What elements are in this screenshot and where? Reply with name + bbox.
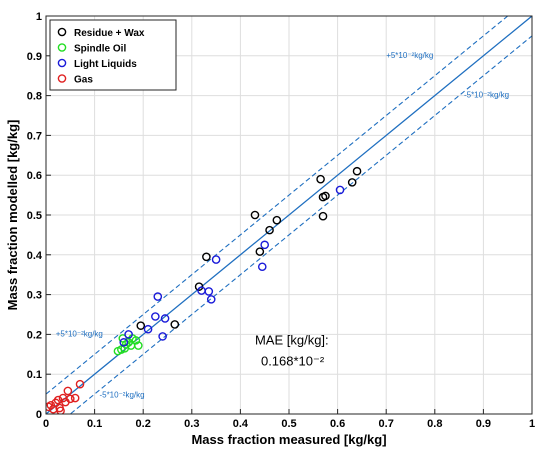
- y-tick-label: 0.6: [27, 170, 42, 182]
- data-point: [66, 394, 75, 404]
- x-tick-label: 0.3: [184, 418, 199, 430]
- legend-marker: [57, 27, 67, 37]
- y-tick-label: 0.9: [27, 51, 42, 63]
- y-tick-label: 0.2: [27, 329, 42, 341]
- data-point: [160, 314, 170, 323]
- data-point: [75, 379, 85, 389]
- upper-band-line: [46, 16, 509, 395]
- data-point: [272, 215, 282, 225]
- data-point: [119, 338, 129, 347]
- data-point: [70, 393, 80, 403]
- y-tick-label: 0.3: [27, 290, 42, 302]
- plot-content: [46, 16, 532, 414]
- y-tick-label: 0: [36, 409, 42, 421]
- data-point: [347, 178, 357, 187]
- band-label: -5*10⁻²kg/kg: [99, 390, 144, 399]
- legend-marker: [57, 58, 67, 68]
- data-point: [257, 262, 267, 272]
- x-tick-label: 0.8: [427, 418, 442, 430]
- data-point: [134, 341, 143, 350]
- x-tick-label: 0.9: [476, 418, 491, 430]
- mae-label: MAE [kg/kg]:: [255, 332, 329, 347]
- x-tick-label: 0.2: [136, 418, 151, 430]
- data-point: [211, 255, 221, 264]
- data-point: [153, 292, 163, 301]
- data-point: [151, 312, 160, 321]
- lower-band-line: [69, 35, 532, 414]
- data-point: [202, 252, 211, 262]
- y-tick-label: 0.7: [27, 130, 42, 142]
- data-point: [335, 185, 345, 195]
- x-tick-label: 0.6: [330, 418, 345, 430]
- data-point: [250, 210, 260, 220]
- x-tick-label: 0.1: [87, 418, 102, 430]
- series-residue-wax: [136, 166, 362, 330]
- data-point: [131, 336, 141, 345]
- data-point: [318, 211, 328, 221]
- data-point: [121, 340, 131, 349]
- legend-label: Spindle Oil: [74, 44, 126, 55]
- x-tick-label: 1: [529, 418, 535, 430]
- band-label: +5*10⁻²kg/kg: [56, 329, 103, 338]
- data-point: [265, 225, 274, 235]
- y-axis-title: Mass fraction modelled [kg/kg]: [5, 120, 20, 311]
- data-point: [63, 386, 73, 396]
- data-point: [124, 330, 133, 339]
- data-point: [316, 174, 325, 184]
- data-point: [206, 295, 216, 304]
- legend-label: Residue + Wax: [74, 28, 145, 39]
- x-axis-title: Mass fraction measured [kg/kg]: [191, 432, 386, 447]
- legend: Residue + Wax Spindle Oil Light Liquids Gas: [49, 19, 177, 91]
- series-light-liquids: [119, 185, 345, 347]
- data-point: [56, 406, 65, 414]
- legend-marker: [57, 43, 67, 52]
- band-label: -5*10⁻²kg/kg: [464, 91, 509, 100]
- data-point: [352, 166, 362, 176]
- y-tick-label: 0.8: [27, 91, 42, 103]
- x-tick-label: 0.5: [281, 418, 296, 430]
- data-point: [204, 287, 214, 296]
- data-point: [170, 320, 180, 329]
- y-tick-label: 1: [36, 11, 42, 23]
- legend-marker: [57, 74, 67, 83]
- data-point: [136, 321, 146, 330]
- band-label: +5*10⁻²kg/kg: [386, 51, 433, 60]
- series-gas: [46, 379, 85, 414]
- data-point: [158, 332, 167, 341]
- x-tick-label: 0.4: [233, 418, 249, 430]
- data-point: [260, 240, 270, 250]
- data-point: [255, 247, 265, 256]
- y-tick-label: 0.5: [27, 210, 42, 222]
- data-point: [143, 324, 153, 334]
- x-tick-label: 0.7: [379, 418, 394, 430]
- legend-label: Light Liquids: [74, 59, 137, 70]
- mae-value: 0.168*10⁻²: [261, 353, 325, 368]
- legend-label: Gas: [74, 75, 93, 86]
- y-tick-label: 0.4: [27, 250, 43, 262]
- x-tick-label: 0: [43, 418, 49, 430]
- y-tick-label: 0.1: [27, 369, 42, 381]
- data-point: [321, 191, 330, 201]
- legend-box: [49, 19, 177, 91]
